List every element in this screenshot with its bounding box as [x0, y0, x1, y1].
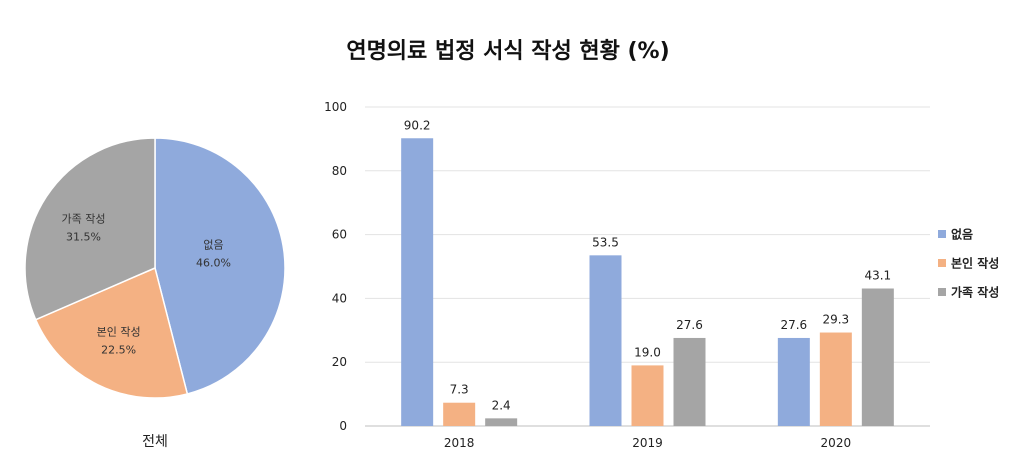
bar-data-label: 2.4	[492, 398, 511, 412]
pie-slice-label: 가족 작성	[62, 212, 106, 225]
bar	[861, 288, 894, 426]
pie-slice	[154, 137, 286, 395]
bar-data-label: 19.0	[634, 345, 661, 359]
bar-data-label: 7.3	[450, 383, 469, 397]
bar	[631, 365, 664, 426]
bar-data-label: 29.3	[822, 313, 849, 327]
bar-data-label: 90.2	[404, 118, 431, 132]
chart-title: 연명의료 법정 서식 작성 현황 (%)	[346, 39, 669, 64]
y-tick-label: 0	[339, 419, 347, 433]
pie-caption: 전체	[142, 434, 168, 450]
bar-data-label: 27.6	[676, 318, 703, 332]
pie-slice-label: 본인 작성	[97, 326, 141, 339]
bar-data-label: 53.5	[592, 235, 619, 249]
y-tick-label: 100	[324, 100, 347, 114]
bar	[777, 337, 810, 426]
pie-slice-value: 31.5%	[66, 230, 101, 243]
bar	[589, 255, 622, 426]
pie-slice-label: 없음	[203, 238, 223, 251]
legend-label: 본인 작성	[951, 256, 999, 271]
x-tick-label: 2019	[632, 436, 663, 450]
y-tick-label: 20	[332, 355, 347, 369]
bar-data-label: 43.1	[864, 269, 891, 283]
x-tick-label: 2020	[821, 436, 852, 450]
legend-swatch	[938, 259, 946, 267]
legend-swatch	[938, 288, 946, 296]
pie-slice	[24, 137, 156, 321]
legend-label: 없음	[951, 227, 973, 242]
bar	[819, 332, 852, 426]
pie-slice-value: 46.0%	[196, 256, 231, 269]
y-tick-label: 80	[332, 164, 347, 178]
pie-slice	[34, 266, 189, 399]
bar	[485, 418, 518, 426]
bar	[401, 138, 434, 426]
bar	[673, 337, 706, 426]
bar-chart: 0 20 40 60 80 100 90.2 7.3 2.4 2018 53.5 19.0 27.6 20…	[324, 100, 930, 450]
y-tick-label: 40	[332, 291, 347, 305]
y-tick-label: 60	[332, 228, 347, 242]
bar-data-label: 27.6	[780, 318, 807, 332]
x-tick-label: 2018	[444, 436, 475, 450]
pie-slice-value: 22.5%	[101, 344, 136, 357]
bar	[443, 402, 476, 426]
pie-chart: 없음 46.0% 본인 작성 22.5% 가족 작성 31.5%	[24, 137, 286, 399]
legend-label: 가족 작성	[951, 285, 999, 300]
legend-swatch	[938, 230, 946, 238]
